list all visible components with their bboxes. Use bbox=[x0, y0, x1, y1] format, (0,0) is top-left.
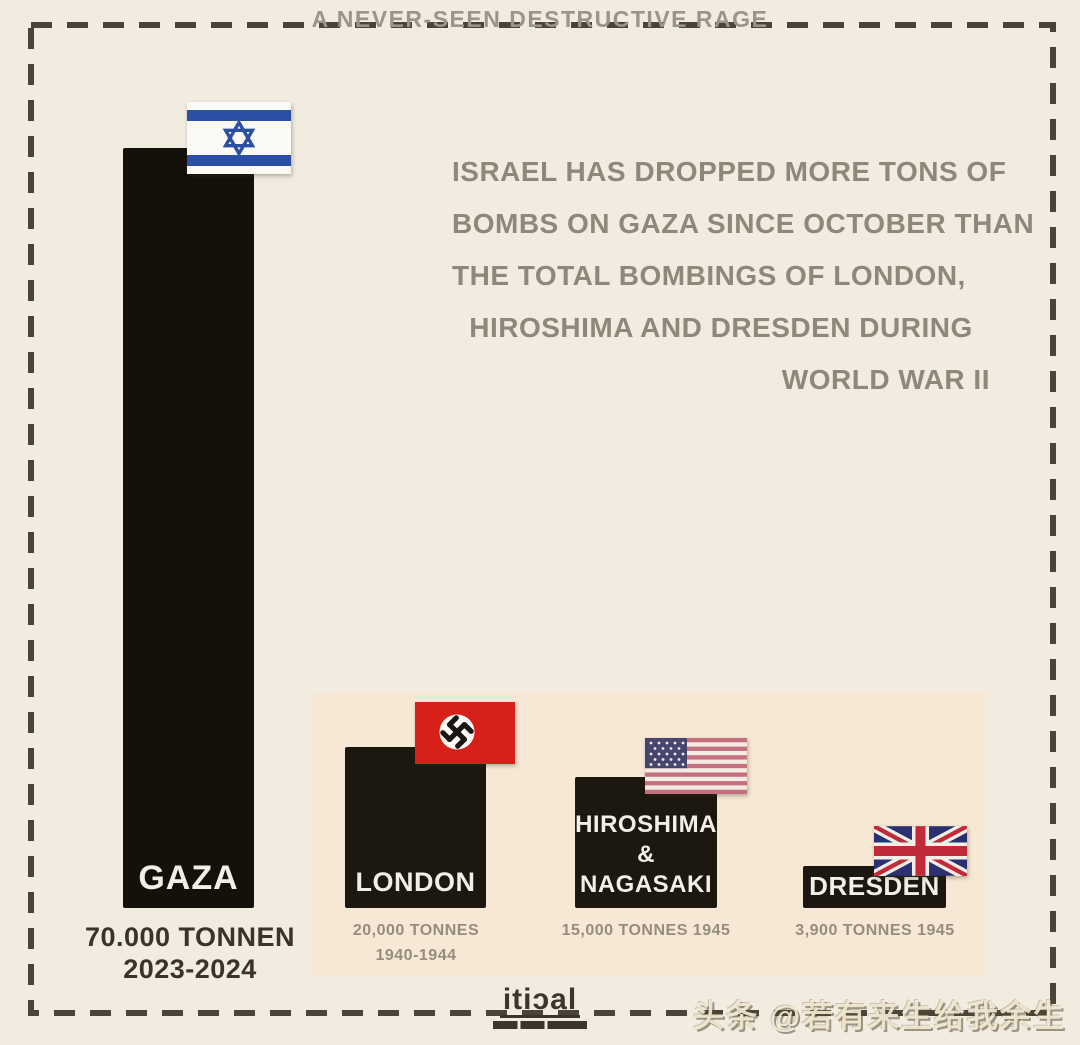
hiroshima-label-line1: HIROSHIMA bbox=[575, 811, 717, 838]
message-line: THE TOTAL BOMBINGS OF LONDON, bbox=[452, 260, 966, 291]
message-line: HIROSHIMA AND DRESDEN DURING bbox=[469, 312, 973, 343]
bar-label-hiroshima: HIROSHIMA & NAGASAKI bbox=[575, 810, 717, 900]
usa-flag-icon bbox=[645, 738, 747, 794]
page-title: A NEVER-SEEN DESTRUCTIVE RAGE bbox=[311, 6, 769, 32]
bar-label-dresden: DRESDEN bbox=[809, 871, 940, 901]
toutiao-watermark: 头条 @若有来生给我余生 bbox=[693, 999, 1066, 1034]
hiroshima-amount: 15,000 TONNES 1945 bbox=[561, 922, 731, 939]
message-line: BOMBS ON GAZA SINCE OCTOBER THAN bbox=[452, 208, 1035, 239]
itisal-logo-text: itiɔal bbox=[499, 985, 581, 1018]
uk-flag-icon bbox=[874, 826, 967, 876]
headline-message: ISRAEL HAS DROPPED MORE TONS OF BOMBS ON… bbox=[452, 146, 1035, 406]
bar-london: LONDON bbox=[345, 747, 486, 908]
message-line: ISRAEL HAS DROPPED MORE TONS OF bbox=[452, 156, 1007, 187]
bar-hiroshima-nagasaki: HIROSHIMA & NAGASAKI bbox=[575, 777, 717, 908]
message-line: WORLD WAR II bbox=[781, 364, 990, 395]
gaza-amount: 70.000 TONNEN bbox=[84, 922, 296, 952]
israel-flag-icon bbox=[187, 102, 291, 174]
bar-label-london: LONDON bbox=[355, 867, 476, 897]
london-amount: 20,000 TONNES bbox=[352, 922, 480, 939]
bar-gaza: GAZA bbox=[123, 148, 254, 908]
hiroshima-label-line2: & NAGASAKI bbox=[579, 841, 712, 898]
london-period: 1940-1944 bbox=[375, 947, 457, 964]
gaza-period: 2023-2024 bbox=[123, 954, 257, 984]
bar-label-gaza: GAZA bbox=[138, 859, 239, 897]
itisal-logo-bar bbox=[493, 1021, 587, 1029]
nazi-germany-flag-icon bbox=[415, 702, 515, 764]
dresden-amount: 3,900 TONNES 1945 bbox=[795, 922, 955, 939]
